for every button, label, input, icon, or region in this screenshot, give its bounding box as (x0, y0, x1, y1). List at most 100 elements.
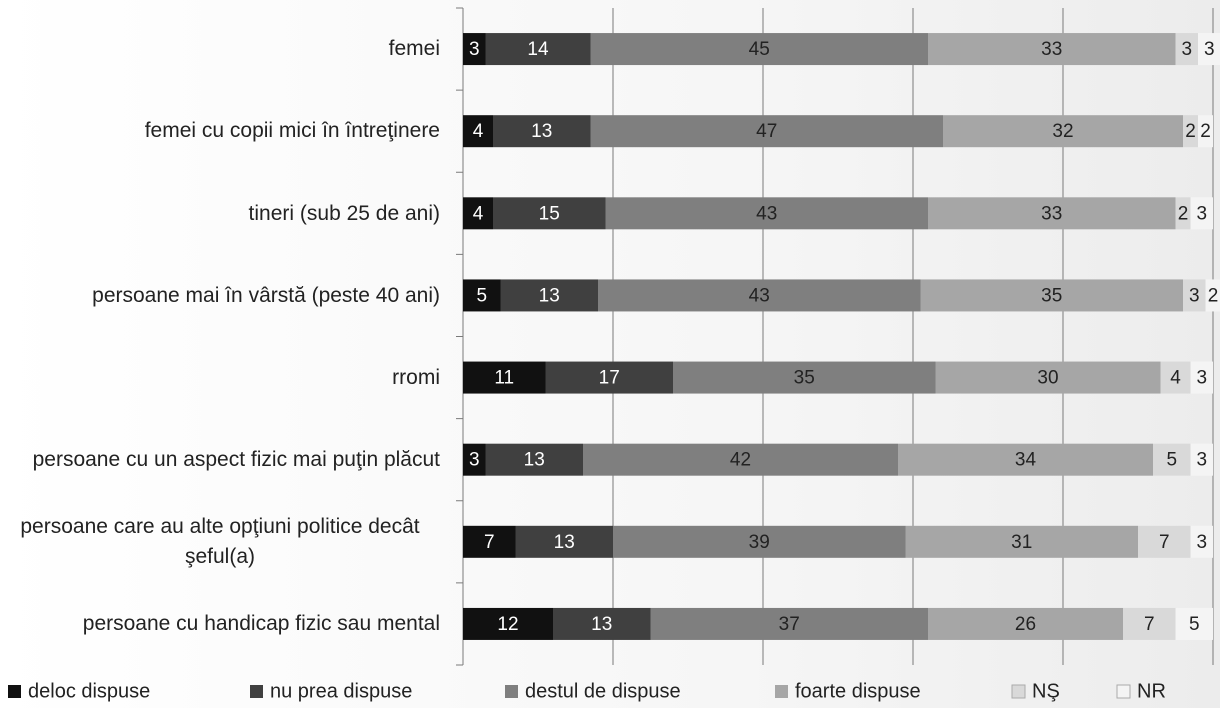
data-label: 11 (494, 368, 514, 389)
data-label: 32 (1052, 121, 1073, 142)
data-label: 30 (1037, 368, 1058, 389)
data-label: 43 (756, 203, 777, 224)
category-text: rromi (392, 365, 440, 389)
data-label: 33 (1041, 203, 1062, 224)
bar-segment (928, 33, 1176, 66)
legend-swatch (775, 685, 788, 698)
data-label: 4 (473, 121, 484, 142)
legend-swatch (1011, 684, 1026, 699)
bar-segment (905, 525, 1138, 558)
bar-segment (928, 607, 1123, 640)
data-label: 35 (794, 368, 815, 389)
data-label: 2 (1200, 121, 1211, 142)
bar-segment (673, 361, 936, 394)
legend-label: deloc dispuse (28, 680, 150, 702)
data-label: 13 (554, 532, 575, 553)
bar-segment (605, 197, 928, 230)
bar-segment (463, 115, 493, 148)
data-label: 45 (749, 39, 770, 60)
bar-segment (928, 197, 1176, 230)
bar-segment (463, 279, 501, 312)
bar-segment (935, 361, 1161, 394)
category-label: persoane cu handicap fizic sau mental (0, 589, 440, 659)
legend-label: foarte dispuse (795, 680, 921, 702)
bar-segment (1183, 279, 1206, 312)
data-label: 47 (756, 121, 777, 142)
data-label: 13 (539, 285, 560, 306)
category-label: persoane care au alte opţiuni politice d… (0, 507, 440, 577)
category-label: persoane mai în vârstă (peste 40 ani) (0, 260, 440, 330)
bar-segment (1153, 443, 1191, 476)
legend-label: nu prea dispuse (270, 680, 412, 702)
data-label: 3 (1196, 450, 1207, 471)
bar-segment (493, 115, 591, 148)
bar-segment (545, 361, 673, 394)
data-label: 2 (1178, 203, 1189, 224)
legend-swatch (505, 685, 518, 698)
data-label: 43 (749, 285, 770, 306)
data-label: 3 (469, 39, 480, 60)
bar-segment (1190, 197, 1213, 230)
bar-segment (463, 361, 546, 394)
data-label: 3 (1204, 39, 1215, 60)
legend-swatch (250, 685, 263, 698)
bar-segment (650, 607, 928, 640)
category-text: persoane mai în vârstă (peste 40 ani) (92, 283, 440, 307)
bar-segment (463, 607, 553, 640)
bar-segment (613, 525, 906, 558)
legend-label: NŞ (1032, 680, 1060, 702)
data-label: 3 (469, 450, 480, 471)
data-label: 7 (484, 532, 495, 553)
bar-segment (1190, 361, 1213, 394)
bar-segment (590, 115, 943, 148)
bar-segment (553, 607, 651, 640)
data-label: 15 (539, 203, 560, 224)
data-label: 5 (1189, 614, 1200, 635)
data-label: 3 (1196, 203, 1207, 224)
bar-segment (1198, 115, 1213, 148)
data-label: 12 (497, 614, 518, 635)
bar-segment (1183, 115, 1198, 148)
data-label: 7 (1159, 532, 1170, 553)
bar-segment (1138, 525, 1191, 558)
data-label: 2 (1208, 285, 1219, 306)
data-label: 34 (1015, 450, 1037, 471)
bar-segment (1160, 361, 1191, 394)
bar-segment (1198, 33, 1220, 66)
bar-segment (1123, 607, 1176, 640)
data-label: 3 (1189, 285, 1200, 306)
bar-segment (463, 33, 486, 66)
data-label: 3 (1196, 368, 1207, 389)
category-label: tineri (sub 25 de ani) (0, 178, 440, 248)
data-label: 31 (1011, 532, 1032, 553)
bar-segment (500, 279, 598, 312)
bar-segment (943, 115, 1183, 148)
bar-segment (1175, 607, 1213, 640)
data-label: 7 (1144, 614, 1155, 635)
data-label: 5 (476, 285, 487, 306)
category-text: femei cu copii mici în întreţinere (144, 119, 440, 143)
data-label: 3 (1196, 532, 1207, 553)
category-text: femei (388, 37, 440, 61)
data-label: 4 (473, 203, 484, 224)
category-text: persoane cu un aspect fizic mai puţin pl… (32, 447, 440, 471)
bar-segment (485, 33, 591, 66)
data-label: 13 (591, 614, 612, 635)
data-label: 39 (749, 532, 770, 553)
bar-segment (463, 197, 493, 230)
legend-swatch (8, 685, 21, 698)
data-label: 3 (1181, 39, 1192, 60)
bar-segment (493, 197, 606, 230)
data-label: 4 (1170, 368, 1181, 389)
data-label: 33 (1041, 39, 1062, 60)
bar-segment (463, 443, 486, 476)
legend-label: NR (1137, 680, 1166, 702)
category-text: tineri (sub 25 de ani) (248, 201, 440, 225)
data-label: 2 (1185, 121, 1196, 142)
bar-segment (920, 279, 1183, 312)
data-label: 17 (599, 368, 620, 389)
data-label: 35 (1041, 285, 1062, 306)
legend-swatch (1116, 684, 1131, 699)
bar-segment (1190, 443, 1213, 476)
